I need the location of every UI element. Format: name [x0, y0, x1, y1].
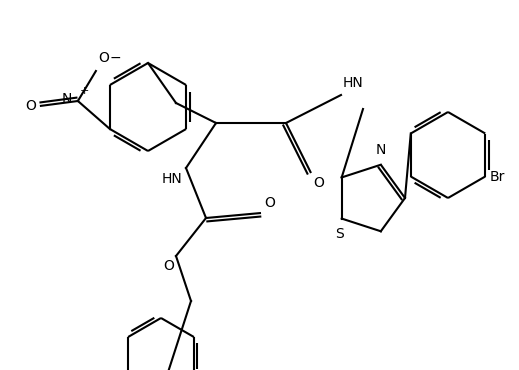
Text: +: + [80, 86, 89, 96]
Text: HN: HN [343, 76, 364, 90]
Text: −: − [110, 51, 121, 65]
Text: O: O [98, 51, 109, 65]
Text: N: N [376, 143, 386, 157]
Text: Br: Br [489, 169, 504, 184]
Text: O: O [313, 176, 324, 190]
Text: N: N [62, 92, 72, 106]
Text: O: O [25, 99, 36, 113]
Text: O: O [264, 196, 275, 210]
Text: S: S [335, 226, 344, 240]
Text: HN: HN [161, 172, 182, 186]
Text: O: O [163, 259, 174, 273]
